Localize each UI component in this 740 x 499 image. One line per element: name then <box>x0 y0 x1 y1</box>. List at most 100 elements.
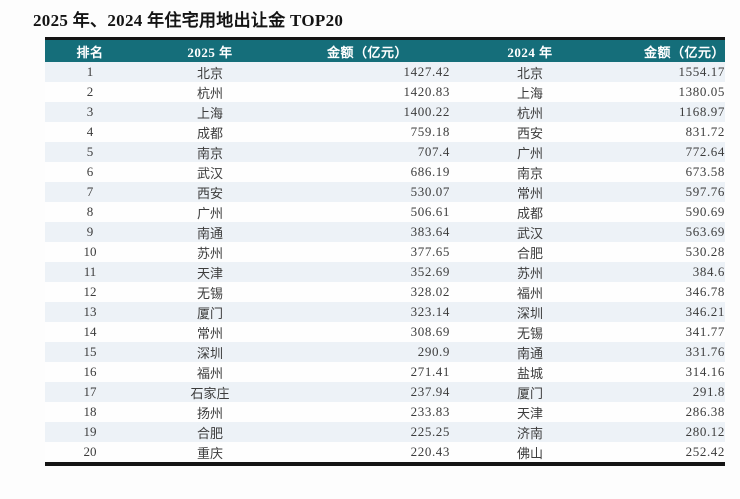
table-row: 2 杭州 1420.83 上海 1380.05 <box>45 82 725 102</box>
rank-cell: 5 <box>45 142 135 162</box>
amount-2025-cell: 506.61 <box>285 202 450 222</box>
city-2024-cell: 南通 <box>450 342 610 362</box>
city-2024-cell: 福州 <box>450 282 610 302</box>
rank-cell: 17 <box>45 382 135 402</box>
table-row: 14 常州 308.69 无锡 341.77 <box>45 322 725 342</box>
city-2024-cell: 南京 <box>450 162 610 182</box>
header-amount-2025: 金额（亿元） <box>285 38 450 62</box>
table-row: 20 重庆 220.43 佛山 252.42 <box>45 442 725 464</box>
amount-2025-cell: 237.94 <box>285 382 450 402</box>
city-2025-cell: 厦门 <box>135 302 285 322</box>
table-row: 16 福州 271.41 盐城 314.16 <box>45 362 725 382</box>
city-2025-cell: 石家庄 <box>135 382 285 402</box>
table-row: 7 西安 530.07 常州 597.76 <box>45 182 725 202</box>
amount-2024-cell: 346.21 <box>610 302 725 322</box>
amount-2024-cell: 1168.97 <box>610 102 725 122</box>
rank-cell: 8 <box>45 202 135 222</box>
amount-2025-cell: 759.18 <box>285 122 450 142</box>
amount-2025-cell: 328.02 <box>285 282 450 302</box>
city-2025-cell: 重庆 <box>135 442 285 464</box>
city-2024-cell: 武汉 <box>450 222 610 242</box>
amount-2024-cell: 331.76 <box>610 342 725 362</box>
city-2024-cell: 常州 <box>450 182 610 202</box>
amount-2024-cell: 280.12 <box>610 422 725 442</box>
table-row: 18 扬州 233.83 天津 286.38 <box>45 402 725 422</box>
table-row: 9 南通 383.64 武汉 563.69 <box>45 222 725 242</box>
amount-2024-cell: 346.78 <box>610 282 725 302</box>
table-row: 12 无锡 328.02 福州 346.78 <box>45 282 725 302</box>
rank-cell: 20 <box>45 442 135 464</box>
table-body: 1 北京 1427.42 北京 1554.17 2 杭州 1420.83 上海 1380.05 3 上… <box>45 62 725 464</box>
amount-2025-cell: 530.07 <box>285 182 450 202</box>
city-2024-cell: 合肥 <box>450 242 610 262</box>
table-row: 19 合肥 225.25 济南 280.12 <box>45 422 725 442</box>
city-2025-cell: 北京 <box>135 62 285 82</box>
table-row: 10 苏州 377.65 合肥 530.28 <box>45 242 725 262</box>
rank-cell: 4 <box>45 122 135 142</box>
city-2024-cell: 深圳 <box>450 302 610 322</box>
amount-2025-cell: 290.9 <box>285 342 450 362</box>
amount-2025-cell: 1427.42 <box>285 62 450 82</box>
rank-cell: 12 <box>45 282 135 302</box>
amount-2025-cell: 1400.22 <box>285 102 450 122</box>
city-2024-cell: 盐城 <box>450 362 610 382</box>
rank-cell: 9 <box>45 222 135 242</box>
city-2024-cell: 西安 <box>450 122 610 142</box>
amount-2025-cell: 686.19 <box>285 162 450 182</box>
city-2025-cell: 西安 <box>135 182 285 202</box>
amount-2024-cell: 1554.17 <box>610 62 725 82</box>
amount-2025-cell: 352.69 <box>285 262 450 282</box>
amount-2024-cell: 597.76 <box>610 182 725 202</box>
rank-cell: 14 <box>45 322 135 342</box>
amount-2024-cell: 252.42 <box>610 442 725 464</box>
header-year-2024: 2024 年 <box>450 38 610 62</box>
amount-2025-cell: 220.43 <box>285 442 450 464</box>
city-2025-cell: 南京 <box>135 142 285 162</box>
city-2025-cell: 上海 <box>135 102 285 122</box>
city-2025-cell: 武汉 <box>135 162 285 182</box>
amount-2025-cell: 383.64 <box>285 222 450 242</box>
city-2024-cell: 无锡 <box>450 322 610 342</box>
amount-2025-cell: 225.25 <box>285 422 450 442</box>
header-rank: 排名 <box>45 38 135 62</box>
rank-cell: 6 <box>45 162 135 182</box>
city-2025-cell: 杭州 <box>135 82 285 102</box>
amount-2025-cell: 271.41 <box>285 362 450 382</box>
amount-2025-cell: 1420.83 <box>285 82 450 102</box>
table-row: 6 武汉 686.19 南京 673.58 <box>45 162 725 182</box>
rank-cell: 1 <box>45 62 135 82</box>
rank-cell: 15 <box>45 342 135 362</box>
amount-2024-cell: 772.64 <box>610 142 725 162</box>
rank-cell: 7 <box>45 182 135 202</box>
table-row: 1 北京 1427.42 北京 1554.17 <box>45 62 725 82</box>
city-2024-cell: 杭州 <box>450 102 610 122</box>
rank-cell: 18 <box>45 402 135 422</box>
amount-2024-cell: 341.77 <box>610 322 725 342</box>
table-row: 17 石家庄 237.94 厦门 291.8 <box>45 382 725 402</box>
amount-2024-cell: 291.8 <box>610 382 725 402</box>
city-2025-cell: 福州 <box>135 362 285 382</box>
amount-2025-cell: 323.14 <box>285 302 450 322</box>
amount-2024-cell: 384.6 <box>610 262 725 282</box>
rank-cell: 2 <box>45 82 135 102</box>
rank-cell: 11 <box>45 262 135 282</box>
city-2025-cell: 合肥 <box>135 422 285 442</box>
amount-2025-cell: 308.69 <box>285 322 450 342</box>
city-2025-cell: 广州 <box>135 202 285 222</box>
city-2024-cell: 上海 <box>450 82 610 102</box>
city-2024-cell: 苏州 <box>450 262 610 282</box>
land-sales-top20-table: 排名 2025 年 金额（亿元） 2024 年 金额（亿元） 1 北京 1427.4… <box>45 37 725 466</box>
table-row: 11 天津 352.69 苏州 384.6 <box>45 262 725 282</box>
table-header-row: 排名 2025 年 金额（亿元） 2024 年 金额（亿元） <box>45 38 725 62</box>
amount-2024-cell: 314.16 <box>610 362 725 382</box>
amount-2025-cell: 377.65 <box>285 242 450 262</box>
city-2024-cell: 天津 <box>450 402 610 422</box>
amount-2024-cell: 563.69 <box>610 222 725 242</box>
amount-2024-cell: 286.38 <box>610 402 725 422</box>
city-2024-cell: 成都 <box>450 202 610 222</box>
table-row: 3 上海 1400.22 杭州 1168.97 <box>45 102 725 122</box>
city-2025-cell: 天津 <box>135 262 285 282</box>
rank-cell: 10 <box>45 242 135 262</box>
table-row: 13 厦门 323.14 深圳 346.21 <box>45 302 725 322</box>
amount-2024-cell: 831.72 <box>610 122 725 142</box>
